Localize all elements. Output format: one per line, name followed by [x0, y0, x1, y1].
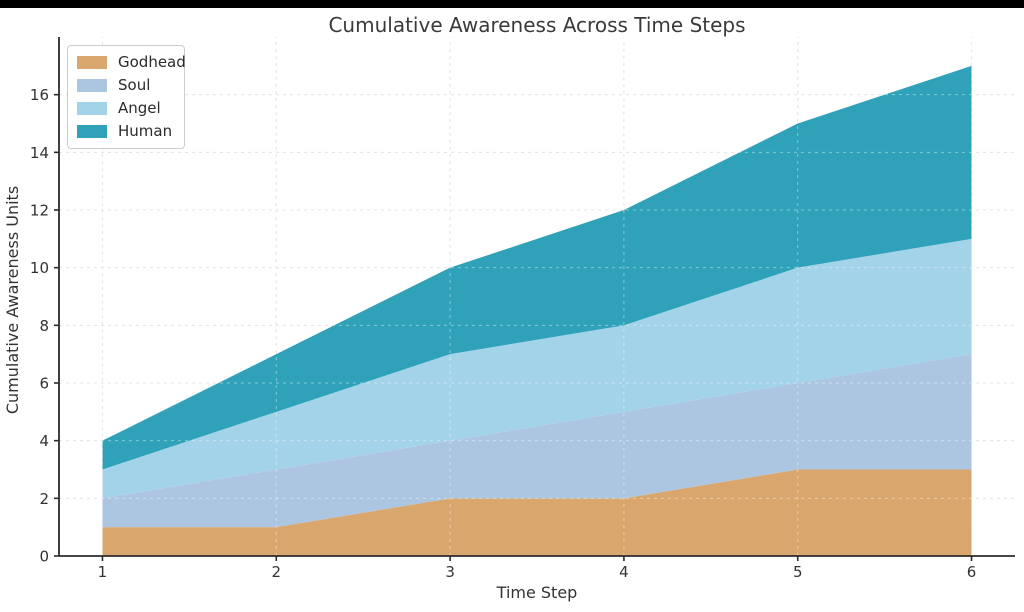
y-tick-label: 4: [39, 432, 49, 450]
area-angel: [102, 238, 972, 499]
legend-item-godhead: Godhead: [77, 52, 186, 73]
area-series: [102, 65, 972, 556]
axes: [54, 37, 1015, 561]
y-tick-label: 8: [39, 317, 49, 335]
y-tick-label: 0: [39, 548, 49, 566]
gridlines-overlay: [59, 37, 1015, 556]
y-tick-label: 16: [30, 86, 49, 104]
x-tick-label: 4: [619, 563, 629, 581]
area-soul: [102, 354, 972, 528]
x-tick-label: 3: [445, 563, 455, 581]
legend-label: Angel: [118, 99, 161, 117]
x-tick-label: 5: [793, 563, 803, 581]
legend-label: Human: [118, 122, 173, 140]
y-tick-label: 14: [30, 144, 49, 162]
y-tick-label: 12: [30, 202, 49, 220]
x-tick-label: 1: [98, 563, 108, 581]
y-tick-label: 2: [39, 490, 49, 508]
legend-swatch-angel: [77, 102, 107, 115]
top-black-bar: [0, 0, 1024, 8]
legend-item-human: Human: [77, 121, 175, 142]
y-axis-label: Cumulative Awareness Units: [3, 186, 22, 414]
area-human: [102, 65, 972, 470]
y-tick-label: 6: [39, 375, 49, 393]
chart-title: Cumulative Awareness Across Time Steps: [328, 13, 745, 37]
area-godhead: [102, 469, 972, 556]
legend-item-angel: Angel: [77, 98, 175, 119]
legend-swatch-godhead: [77, 56, 107, 69]
x-tick-label: 2: [271, 563, 281, 581]
y-tick-label: 10: [30, 259, 49, 277]
legend-swatch-soul: [77, 79, 107, 92]
legend-label: Godhead: [118, 53, 186, 71]
legend: Godhead Soul Angel Human: [67, 45, 186, 149]
legend-label: Soul: [118, 76, 151, 94]
legend-swatch-human: [77, 125, 107, 138]
x-axis-label: Time Step: [496, 583, 578, 602]
legend-item-soul: Soul: [77, 75, 175, 96]
x-tick-label: 6: [967, 563, 977, 581]
